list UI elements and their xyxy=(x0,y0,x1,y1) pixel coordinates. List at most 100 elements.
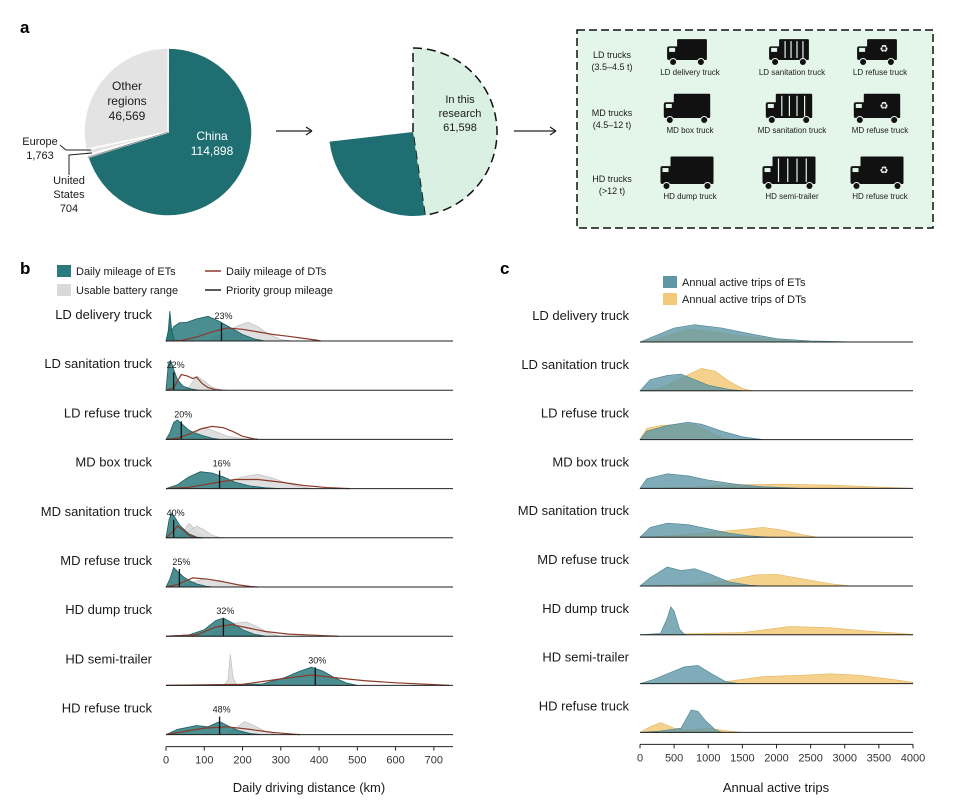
x-tick-label: 1500 xyxy=(730,752,754,764)
x-tick-label: 500 xyxy=(665,752,683,764)
dt-mileage-line xyxy=(165,425,258,440)
x-tick-label: 3500 xyxy=(867,752,891,764)
wheel-icon xyxy=(703,182,712,190)
truck-body-icon xyxy=(863,93,901,118)
et-mileage-area xyxy=(165,666,358,686)
et-mileage-area xyxy=(165,419,220,440)
other-label-1: Other xyxy=(112,79,142,93)
ridge-row-label: HD refuse truck xyxy=(62,701,153,716)
wheel-icon xyxy=(859,58,868,66)
truck-class-label: LD trucks xyxy=(593,50,632,60)
recycle-icon: ♻ xyxy=(880,101,889,112)
et-trips-area xyxy=(639,665,740,684)
et-mileage-area xyxy=(165,471,281,489)
legend-c-et-swatch xyxy=(663,276,677,288)
legend-battery-swatch xyxy=(57,284,71,296)
legend-c-et-label: Annual active trips of ETs xyxy=(682,277,806,289)
truck-window-icon xyxy=(665,103,672,108)
research-pie-chart xyxy=(329,47,498,216)
legend-c-dt-label: Annual active trips of DTs xyxy=(682,294,807,306)
ridge-row-label: LD sanitation truck xyxy=(44,356,152,371)
ridge-row-label: MD sanitation truck xyxy=(41,504,153,519)
truck-window-icon xyxy=(859,47,866,52)
truck-body-icon xyxy=(677,39,707,60)
us-label-1: United xyxy=(53,175,85,187)
china-value: 114,898 xyxy=(191,144,234,158)
priority-pct-label: 23% xyxy=(214,311,232,321)
priority-pct-label: 20% xyxy=(174,409,192,419)
daily-mileage-ridgeline: LD delivery truck 23% LD sanitation truck 2… xyxy=(41,307,453,767)
wheel-icon xyxy=(669,58,678,66)
wheel-icon xyxy=(890,116,899,124)
wheel-icon xyxy=(771,58,780,66)
dt-mileage-line xyxy=(165,726,300,736)
ridge-row-label: MD refuse truck xyxy=(537,552,629,567)
priority-pct-label: 40% xyxy=(167,508,185,518)
legend-et-label: Daily mileage of ETs xyxy=(76,266,176,278)
ridge-row-label: LD refuse truck xyxy=(64,405,153,420)
et-trips-area xyxy=(639,421,763,440)
truck-class-range: (3.5–4.5 t) xyxy=(591,62,632,72)
ridge-row-label: HD dump truck xyxy=(65,602,152,617)
x-tick-label: 0 xyxy=(637,752,643,764)
truck-class-label: MD trucks xyxy=(592,108,633,118)
panel-b-xlabel: Daily driving distance (km) xyxy=(233,780,385,795)
recycle-icon: ♻ xyxy=(880,44,889,55)
truck-body-icon xyxy=(670,156,714,184)
world-pie-chart xyxy=(83,47,253,217)
wheel-icon xyxy=(886,58,895,66)
panel-a-letter: a xyxy=(20,18,30,37)
et-mileage-area xyxy=(165,315,266,342)
x-tick-label: 400 xyxy=(310,755,328,767)
china-label: China xyxy=(196,129,228,143)
x-tick-label: 0 xyxy=(163,755,169,767)
wheel-icon xyxy=(855,116,864,124)
arrow-1-head xyxy=(305,126,313,136)
truck-type-label: MD sanitation truck xyxy=(758,126,827,135)
wheel-icon xyxy=(700,116,709,124)
x-tick-label: 1000 xyxy=(696,752,720,764)
truck-type-label: LD delivery truck xyxy=(660,68,721,77)
truck-window-icon xyxy=(767,103,774,108)
ridge-row-label: HD semi-trailer xyxy=(65,651,152,666)
truck-type-label: LD sanitation truck xyxy=(759,68,826,77)
legend-dt-label: Daily mileage of DTs xyxy=(226,266,327,278)
panel-c-letter: c xyxy=(500,259,509,278)
ridge-row-label: LD delivery truck xyxy=(55,307,152,322)
priority-pct-label: 25% xyxy=(172,557,190,567)
priority-pct-label: 22% xyxy=(167,360,185,370)
truck-type-label: HD dump truck xyxy=(663,192,717,201)
battery-range-area xyxy=(222,654,238,686)
wheel-icon xyxy=(665,116,674,124)
et-trips-area xyxy=(639,709,723,733)
ridge-row-label: HD refuse truck xyxy=(539,698,630,713)
us-label-2: States xyxy=(53,189,85,201)
us-value: 704 xyxy=(60,203,78,215)
wheel-icon xyxy=(798,58,807,66)
truck-body-icon xyxy=(860,156,904,184)
dt-mileage-line xyxy=(165,327,322,342)
recycle-icon: ♻ xyxy=(880,166,889,177)
ridge-row-label: HD dump truck xyxy=(542,601,629,616)
dt-mileage-line xyxy=(165,478,350,490)
pie-slice-china xyxy=(87,47,253,217)
priority-pct-label: 48% xyxy=(213,705,231,715)
dt-trips-area xyxy=(639,673,914,684)
truck-window-icon xyxy=(669,47,676,52)
us-leader xyxy=(68,152,93,175)
truck-type-label: HD refuse truck xyxy=(852,192,909,201)
ridge-row-label: LD sanitation truck xyxy=(521,357,629,372)
x-tick-label: 3000 xyxy=(833,752,857,764)
research-label-1: In this xyxy=(445,94,475,106)
truck-type-grid: LD trucks (3.5–4.5 t) LD delivery truck LD … xyxy=(591,39,909,201)
ridge-row-label: HD semi-trailer xyxy=(542,650,629,665)
europe-value: 1,763 xyxy=(26,150,54,162)
ridge-row-label: MD box truck xyxy=(75,455,152,470)
europe-label: Europe xyxy=(22,136,57,148)
x-tick-label: 300 xyxy=(272,755,290,767)
truck-body-icon xyxy=(779,39,809,60)
research-label-2: research xyxy=(439,108,482,120)
ridge-row-label: MD sanitation truck xyxy=(518,503,630,518)
x-tick-label: 700 xyxy=(425,755,443,767)
